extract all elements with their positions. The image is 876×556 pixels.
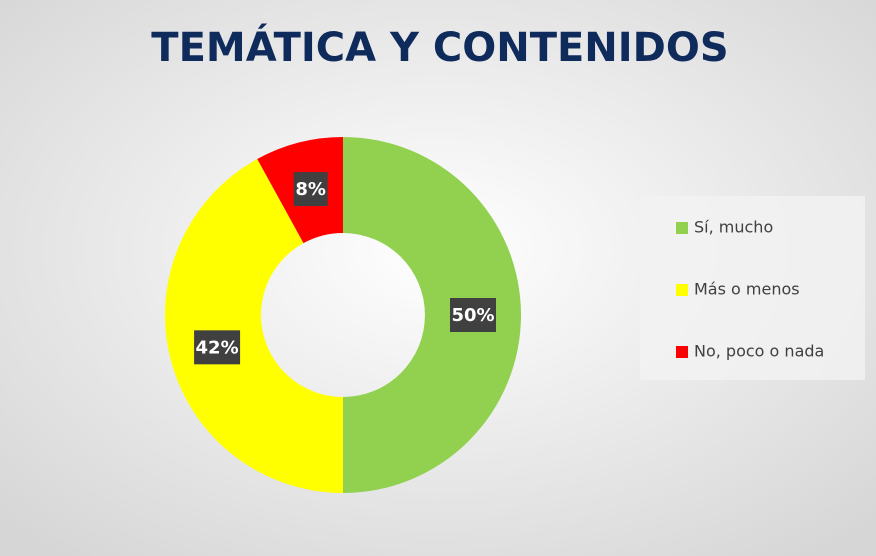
legend-swatch: [676, 222, 688, 234]
donut-slice: [165, 159, 343, 494]
data-label-box: [293, 172, 328, 207]
data-label: 42%: [196, 337, 239, 358]
legend-swatch: [676, 284, 688, 296]
legend-label: Más o menos: [694, 280, 800, 299]
legend-label: Sí, mucho: [694, 218, 773, 237]
data-label-box: [450, 298, 496, 332]
data-label: 8%: [295, 179, 326, 200]
legend-label: No, poco o nada: [694, 342, 824, 361]
chart-title: TEMÁTICA Y CONTENIDOS: [151, 23, 728, 71]
legend-swatch: [676, 346, 688, 358]
donut-slice: [343, 137, 521, 493]
data-label: 50%: [451, 305, 494, 326]
data-label-box: [194, 330, 241, 365]
